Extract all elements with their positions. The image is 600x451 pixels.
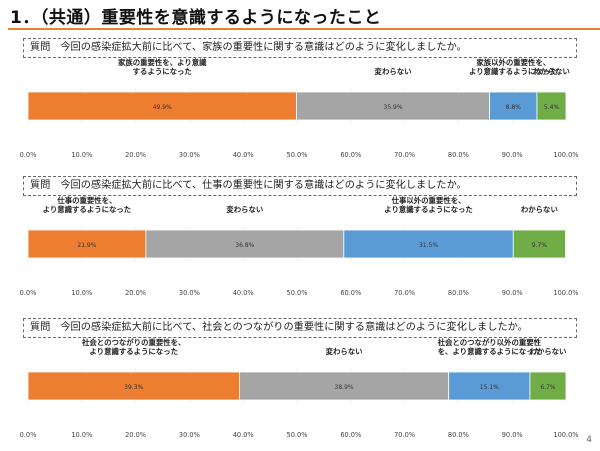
title-divider: [8, 28, 600, 30]
x-tick-label: 60.0%: [340, 289, 361, 297]
data-label: 38.9%: [335, 384, 354, 391]
data-label: 49.9%: [153, 104, 172, 111]
data-label: 15.1%: [480, 384, 499, 391]
page-title: 1．（共通）重要性を意識するようになったこと: [10, 8, 382, 28]
x-tick-label: 70.0%: [394, 151, 415, 159]
stacked-bar-chart-work: 21.9%仕事の重要性を、より意識するようになった36.8%変わらない31.5%…: [20, 196, 579, 297]
bar-segment: [343, 229, 514, 259]
series-label: より意識するようになった: [384, 205, 473, 214]
series-label: 仕事の重要性を、: [56, 196, 116, 205]
x-tick-label: 90.0%: [502, 151, 523, 159]
x-tick-label: 100.0%: [553, 289, 578, 297]
x-tick-label: 60.0%: [340, 151, 361, 159]
x-tick-label: 50.0%: [287, 151, 308, 159]
x-tick-label: 30.0%: [179, 151, 200, 159]
x-tick-label: 20.0%: [125, 151, 146, 159]
data-label: 9.7%: [532, 242, 548, 249]
bar-segment: [27, 229, 147, 259]
x-tick-label: 20.0%: [125, 431, 146, 439]
x-tick-label: 50.0%: [287, 431, 308, 439]
stacked-bar-chart-family: 49.9% 家族の重要性を、より意識するようになった 35.9% 変わらない 8.8% 家…: [20, 58, 579, 159]
x-tick-label: 90.0%: [502, 431, 523, 439]
series-label: わからない: [533, 67, 570, 76]
page-number: 4: [586, 435, 592, 445]
x-tick-label: 100.0%: [553, 151, 578, 159]
series-label: するようになった: [133, 67, 192, 76]
series-label: より意識するようになった: [89, 347, 178, 356]
x-tick-label: 0.0%: [20, 289, 37, 297]
x-tick-label: 70.0%: [394, 431, 415, 439]
question-box-3: 質問 今回の感染症拡大前に比べて、社会とのつながりの重要性に関する意識はどのように…: [23, 318, 577, 338]
series-label: 社会とのつながり以外の重要性: [437, 338, 542, 347]
question-prefix: 質問: [30, 322, 51, 333]
series-label: 社会とのつながりの重要性を、: [81, 338, 185, 347]
bar-segment: [529, 371, 567, 401]
x-tick-label: 0.0%: [20, 151, 37, 159]
x-tick-label: 40.0%: [233, 289, 254, 297]
question-prefix: 質問: [30, 42, 51, 53]
bar-segment: [239, 371, 450, 401]
data-label: 31.5%: [419, 242, 438, 249]
series-label: より意識するようになった: [469, 67, 558, 76]
x-tick-label: 0.0%: [20, 431, 37, 439]
series-label: わからない: [521, 205, 558, 214]
series-label: 仕事以外の重要性を、: [391, 196, 466, 205]
x-tick-label: 80.0%: [448, 431, 469, 439]
x-tick-label: 90.0%: [502, 289, 523, 297]
x-tick-label: 40.0%: [233, 431, 254, 439]
x-tick-label: 40.0%: [233, 151, 254, 159]
data-label: 35.9%: [384, 104, 403, 111]
bar-segment: [27, 91, 297, 121]
stacked-bar-chart-society: 39.3% 社会とのつながりの重要性を、より意識するようになった 38.9% 変わらな…: [20, 338, 579, 439]
series-label: 変わらない: [326, 347, 363, 356]
data-label: 5.4%: [544, 104, 560, 111]
data-label: 36.8%: [235, 242, 254, 249]
series-label: 変わらない: [226, 205, 263, 214]
x-tick-label: 30.0%: [179, 289, 200, 297]
series-label: わからない: [529, 347, 566, 356]
x-tick-label: 50.0%: [287, 289, 308, 297]
question-box-1: 質問 今回の感染症拡大前に比べて、家族の重要性に関する意識はどのように変化しました…: [23, 38, 577, 58]
series-label: 家族以外の重要性を、: [476, 58, 550, 67]
question-text: 今回の感染症拡大前に比べて、家族の重要性に関する意識はどのように変化しましたか。: [60, 42, 467, 53]
x-tick-label: 10.0%: [71, 151, 92, 159]
bar-segment: [536, 91, 567, 121]
x-tick-label: 30.0%: [179, 431, 200, 439]
series-label: を、より意識するようになった: [438, 347, 541, 356]
question-box-2: 質問 今回の感染症拡大前に比べて、仕事の重要性に関する意識はどのように変化しました…: [23, 176, 577, 196]
question-text: 今回の感染症拡大前に比べて、仕事の重要性に関する意識はどのように変化しましたか。: [60, 180, 467, 191]
data-label: 21.9%: [77, 242, 96, 249]
x-tick-label: 80.0%: [448, 289, 469, 297]
x-tick-label: 10.0%: [71, 289, 92, 297]
data-label: 39.3%: [124, 384, 143, 391]
question-prefix: 質問: [30, 180, 51, 191]
series-label: 家族の重要性を、より意識: [118, 58, 207, 67]
x-tick-label: 100.0%: [553, 431, 578, 439]
bar-segment: [448, 371, 531, 401]
x-tick-label: 80.0%: [448, 151, 469, 159]
data-label: 6.7%: [540, 384, 556, 391]
bar-segment: [512, 229, 566, 259]
bar-segment: [296, 91, 491, 121]
data-label: 8.8%: [506, 104, 522, 111]
x-tick-label: 70.0%: [394, 289, 415, 297]
question-text: 今回の感染症拡大前に比べて、社会とのつながりの重要性に関する意識はどのように変化…: [60, 322, 528, 333]
series-label: より意識するようになった: [43, 205, 132, 214]
x-tick-label: 60.0%: [340, 431, 361, 439]
bar-segment: [27, 371, 240, 401]
x-tick-label: 10.0%: [71, 431, 92, 439]
x-tick-label: 20.0%: [125, 289, 146, 297]
series-label: 変わらない: [375, 67, 412, 76]
